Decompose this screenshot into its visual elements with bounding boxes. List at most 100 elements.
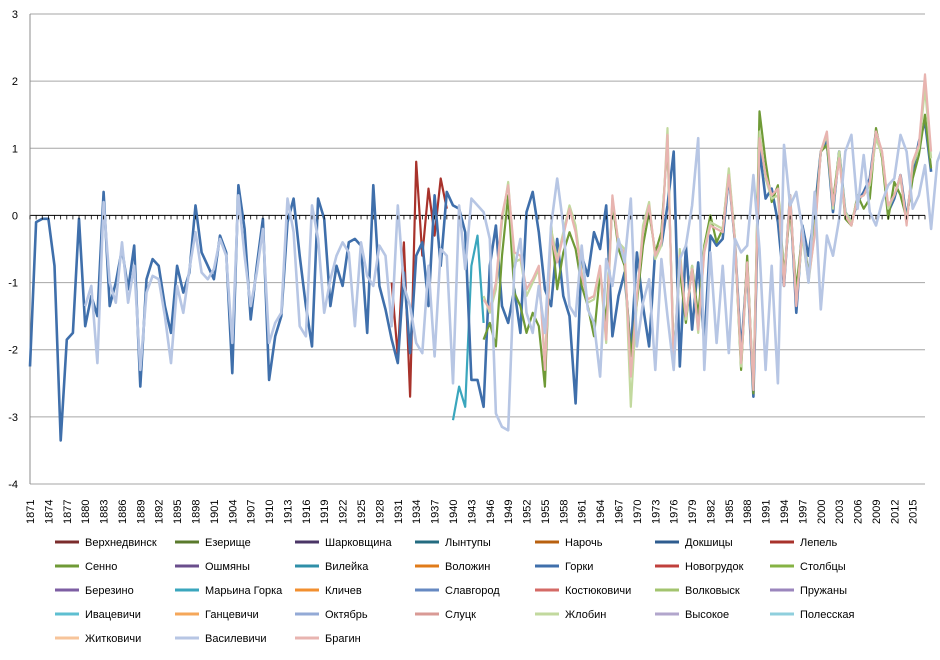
legend-item: Нарочь xyxy=(535,537,603,549)
x-tick-label: 1925 xyxy=(356,500,368,524)
legend: Верхнедвинск Езерище Шарковщина Лынтупы Наро… xyxy=(55,537,854,645)
x-tick-label: 1889 xyxy=(135,500,147,524)
legend-item: Ивацевичи xyxy=(55,609,141,621)
x-tick-label: 2006 xyxy=(853,500,865,524)
legend-item: Вилейка xyxy=(295,561,369,573)
x-tick-label: 1919 xyxy=(319,500,331,524)
y-tick-label: 3 xyxy=(12,9,18,21)
legend-label: Кличев xyxy=(325,585,362,597)
legend-label: Лынтупы xyxy=(445,537,491,549)
legend-label: Высокое xyxy=(685,609,729,621)
legend-item: Езерище xyxy=(175,537,251,549)
x-tick-label: 1994 xyxy=(779,500,791,524)
legend-label: Сенно xyxy=(85,561,117,573)
legend-item: Верхнедвинск xyxy=(55,537,157,549)
legend-item: Полесская xyxy=(770,609,854,621)
legend-item: Славгород xyxy=(415,585,500,597)
x-tick-label: 2015 xyxy=(908,500,920,524)
x-tick-label: 1886 xyxy=(117,500,129,524)
legend-item: Слуцк xyxy=(415,609,476,621)
legend-label: Докшицы xyxy=(685,537,733,549)
x-tick-label: 1892 xyxy=(154,500,166,524)
x-tick-label: 1937 xyxy=(430,500,442,524)
legend-label: Брагин xyxy=(325,633,361,645)
x-tick-label: 1940 xyxy=(448,500,460,524)
y-axis-ticks: 3 2 1 0 -1 -2 -3 -4 xyxy=(8,9,18,491)
x-tick-label: 1922 xyxy=(338,500,350,524)
y-tick-label: -3 xyxy=(8,412,18,424)
x-tick-label: 1955 xyxy=(540,500,552,524)
x-tick-label: 1985 xyxy=(724,500,736,524)
x-tick-label: 1877 xyxy=(62,500,74,524)
x-tick-label: 1967 xyxy=(613,500,625,524)
x-tick-label: 1988 xyxy=(742,500,754,524)
legend-item: Горки xyxy=(535,561,593,573)
x-tick-label: 1949 xyxy=(503,500,515,524)
x-tick-label: 1973 xyxy=(650,500,662,524)
legend-item: Волковыск xyxy=(655,585,740,597)
x-tick-label: 2000 xyxy=(816,500,828,524)
legend-item: Высокое xyxy=(655,609,729,621)
legend-item: Житковичи xyxy=(55,633,141,645)
legend-label: Шарковщина xyxy=(325,537,392,549)
legend-label: Горки xyxy=(565,561,593,573)
y-tick-label: 1 xyxy=(12,143,18,155)
legend-item: Ошмяны xyxy=(175,561,250,573)
gridlines xyxy=(29,13,925,485)
legend-label: Полесская xyxy=(800,609,854,621)
x-tick-label: 1961 xyxy=(577,500,589,524)
legend-label: Нарочь xyxy=(565,537,603,549)
x-tick-label: 1907 xyxy=(246,500,258,524)
legend-item: Брагин xyxy=(295,633,361,645)
legend-item: Березино xyxy=(55,585,134,597)
legend-item: Воложин xyxy=(415,561,490,573)
legend-item: Жлобин xyxy=(535,609,606,621)
legend-label: Ганцевичи xyxy=(205,609,259,621)
x-tick-label: 1874 xyxy=(43,500,55,524)
x-tick-label: 1898 xyxy=(191,500,203,524)
legend-label: Славгород xyxy=(445,585,500,597)
legend-label: Марьина Горка xyxy=(205,585,283,597)
y-tick-label: -4 xyxy=(8,479,18,491)
legend-item: Ганцевичи xyxy=(175,609,259,621)
y-tick-label: -2 xyxy=(8,345,18,357)
x-tick-label: 1895 xyxy=(172,500,184,524)
x-tick-label: 2003 xyxy=(834,500,846,524)
legend-label: Жлобин xyxy=(565,609,606,621)
x-tick-label: 1934 xyxy=(411,500,423,524)
legend-item: Костюковичи xyxy=(535,585,631,597)
x-tick-label: 1928 xyxy=(374,500,386,524)
x-tick-label: 1976 xyxy=(669,500,681,524)
legend-label: Новогрудок xyxy=(685,561,744,573)
y-tick-label: 0 xyxy=(12,210,18,222)
legend-item: Шарковщина xyxy=(295,537,392,549)
x-tick-label: 1952 xyxy=(522,500,534,524)
legend-label: Березино xyxy=(85,585,134,597)
x-tick-label: 1904 xyxy=(227,500,239,524)
legend-item: Докшицы xyxy=(655,537,733,549)
x-tick-label: 1970 xyxy=(632,500,644,524)
x-tick-label: 1958 xyxy=(558,500,570,524)
legend-label: Октябрь xyxy=(325,609,368,621)
x-tick-label: 1913 xyxy=(282,500,294,524)
x-tick-label: 1931 xyxy=(393,500,405,524)
x-tick-label: 2009 xyxy=(871,500,883,524)
legend-label: Ошмяны xyxy=(205,561,250,573)
series-lines xyxy=(28,73,940,442)
legend-item: Лынтупы xyxy=(415,537,491,549)
x-tick-label: 1946 xyxy=(485,500,497,524)
legend-label: Верхнедвинск xyxy=(85,537,157,549)
legend-label: Езерище xyxy=(205,537,251,549)
x-tick-label: 1964 xyxy=(595,500,607,524)
legend-label: Житковичи xyxy=(85,633,141,645)
x-tick-label: 1997 xyxy=(797,500,809,524)
x-tick-label: 1916 xyxy=(301,500,313,524)
series-line xyxy=(83,133,940,432)
x-tick-label: 1880 xyxy=(80,500,92,524)
x-tick-label: 1883 xyxy=(99,500,111,524)
x-tick-label: 1901 xyxy=(209,500,221,524)
x-tick-label: 1943 xyxy=(466,500,478,524)
y-tick-label: -1 xyxy=(8,278,18,290)
legend-item: Марьина Горка xyxy=(175,585,283,597)
